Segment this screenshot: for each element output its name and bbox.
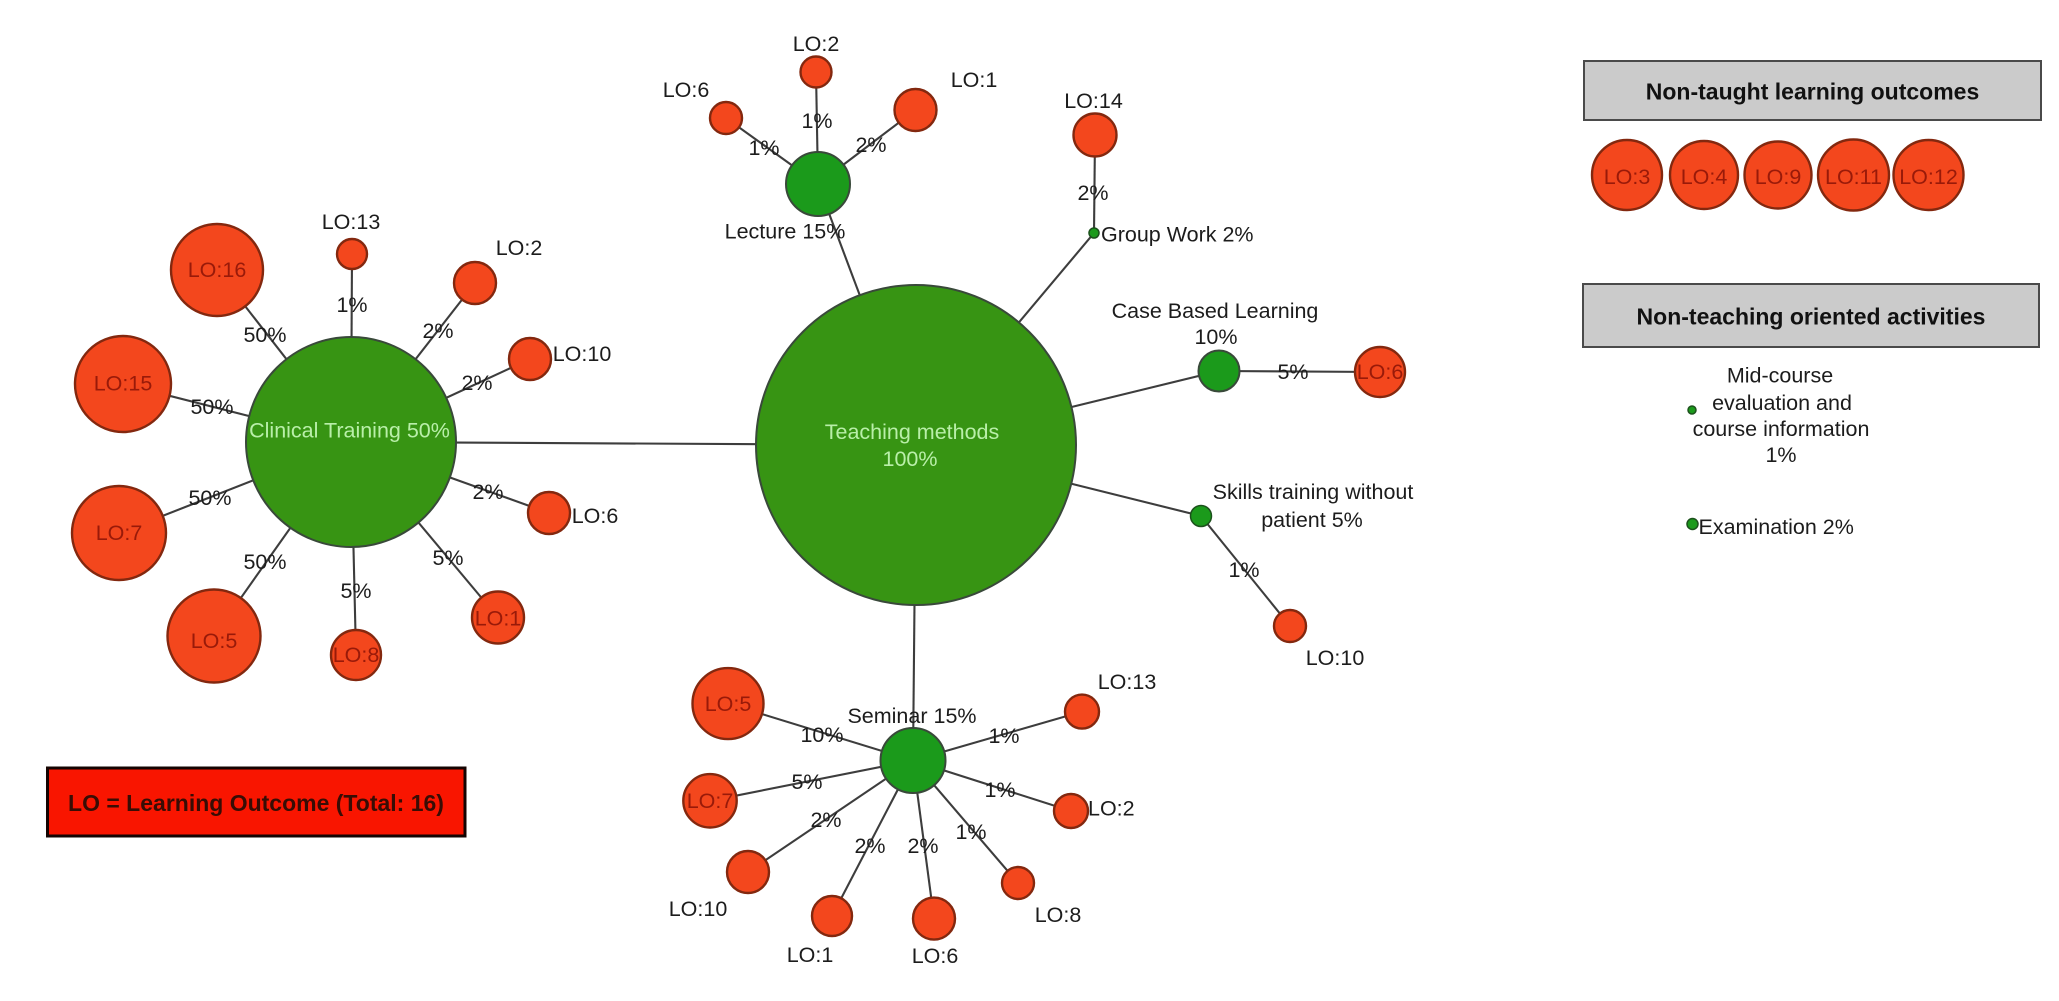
svg-text:1%: 1% bbox=[984, 778, 1015, 802]
svg-text:course information: course information bbox=[1693, 417, 1870, 441]
svg-text:LO:6: LO:6 bbox=[572, 504, 619, 528]
svg-text:100%: 100% bbox=[883, 447, 938, 471]
svg-text:Non-teaching oriented activiti: Non-teaching oriented activities bbox=[1637, 304, 1986, 330]
svg-text:Mid-course: Mid-course bbox=[1727, 364, 1833, 388]
svg-text:LO:2: LO:2 bbox=[496, 236, 543, 260]
svg-text:evaluation and: evaluation and bbox=[1712, 391, 1852, 415]
svg-text:LO:8: LO:8 bbox=[1035, 903, 1082, 927]
svg-text:LO:1: LO:1 bbox=[787, 943, 834, 967]
svg-text:Clinical Training 50%: Clinical Training 50% bbox=[249, 419, 450, 443]
svg-text:1%: 1% bbox=[1228, 558, 1259, 582]
svg-text:LO:12: LO:12 bbox=[1899, 165, 1958, 189]
svg-text:LO = Learning Outcome (Total:: LO = Learning Outcome (Total: 16) bbox=[68, 790, 444, 816]
svg-text:Case Based Learning: Case Based Learning bbox=[1112, 299, 1319, 323]
svg-text:10%: 10% bbox=[1194, 325, 1237, 349]
svg-text:5%: 5% bbox=[432, 546, 463, 570]
svg-text:2%: 2% bbox=[907, 834, 938, 858]
svg-text:2%: 2% bbox=[810, 808, 841, 832]
svg-text:LO:1: LO:1 bbox=[951, 68, 998, 92]
svg-text:50%: 50% bbox=[243, 323, 286, 347]
svg-text:LO:10: LO:10 bbox=[553, 342, 612, 366]
svg-text:patient 5%: patient 5% bbox=[1261, 508, 1363, 532]
svg-text:LO:6: LO:6 bbox=[1357, 360, 1404, 384]
svg-text:LO:6: LO:6 bbox=[663, 78, 710, 102]
svg-text:LO:4: LO:4 bbox=[1681, 165, 1728, 189]
svg-text:Skills training without: Skills training without bbox=[1213, 480, 1414, 504]
svg-text:1%: 1% bbox=[955, 820, 986, 844]
svg-text:LO:16: LO:16 bbox=[188, 258, 247, 282]
svg-text:LO:1: LO:1 bbox=[475, 607, 522, 631]
svg-text:2%: 2% bbox=[855, 133, 886, 157]
svg-text:50%: 50% bbox=[190, 395, 233, 419]
svg-text:2%: 2% bbox=[1077, 181, 1108, 205]
svg-text:LO:10: LO:10 bbox=[669, 897, 728, 921]
svg-text:LO:10: LO:10 bbox=[1306, 646, 1365, 670]
svg-text:1%: 1% bbox=[748, 136, 779, 160]
svg-text:LO:13: LO:13 bbox=[1098, 670, 1157, 694]
svg-text:1%: 1% bbox=[988, 724, 1019, 748]
svg-text:1%: 1% bbox=[336, 293, 367, 317]
svg-text:1%: 1% bbox=[801, 109, 832, 133]
svg-text:Teaching methods: Teaching methods bbox=[825, 420, 1000, 444]
svg-text:1%: 1% bbox=[1765, 443, 1796, 467]
svg-text:5%: 5% bbox=[791, 770, 822, 794]
svg-text:LO:7: LO:7 bbox=[687, 789, 734, 813]
svg-text:LO:15: LO:15 bbox=[94, 372, 153, 396]
svg-text:LO:6: LO:6 bbox=[912, 944, 959, 968]
svg-text:50%: 50% bbox=[243, 550, 286, 574]
svg-text:2%: 2% bbox=[854, 834, 885, 858]
svg-text:LO:11: LO:11 bbox=[1825, 165, 1882, 189]
svg-text:5%: 5% bbox=[1277, 360, 1308, 384]
svg-text:LO:5: LO:5 bbox=[705, 692, 752, 716]
svg-text:Seminar 15%: Seminar 15% bbox=[847, 704, 976, 728]
svg-text:LO:9: LO:9 bbox=[1755, 165, 1802, 189]
svg-text:Group Work 2%: Group Work 2% bbox=[1101, 223, 1254, 247]
svg-text:LO:13: LO:13 bbox=[322, 210, 381, 234]
svg-text:2%: 2% bbox=[422, 319, 453, 343]
svg-text:50%: 50% bbox=[188, 486, 231, 510]
svg-text:5%: 5% bbox=[340, 579, 371, 603]
svg-text:Lecture 15%: Lecture 15% bbox=[725, 220, 846, 244]
svg-text:LO:7: LO:7 bbox=[96, 521, 143, 545]
svg-text:2%: 2% bbox=[461, 371, 492, 395]
svg-text:LO:3: LO:3 bbox=[1604, 165, 1651, 189]
svg-text:LO:14: LO:14 bbox=[1064, 89, 1123, 113]
svg-text:Non-taught learning outcomes: Non-taught learning outcomes bbox=[1646, 79, 1980, 105]
svg-text:Examination 2%: Examination 2% bbox=[1699, 515, 1854, 539]
svg-text:LO:8: LO:8 bbox=[333, 643, 380, 667]
svg-text:LO:5: LO:5 bbox=[191, 629, 238, 653]
svg-text:LO:2: LO:2 bbox=[1088, 797, 1135, 821]
svg-text:10%: 10% bbox=[800, 723, 843, 747]
svg-text:2%: 2% bbox=[472, 480, 503, 504]
svg-text:LO:2: LO:2 bbox=[793, 32, 840, 56]
